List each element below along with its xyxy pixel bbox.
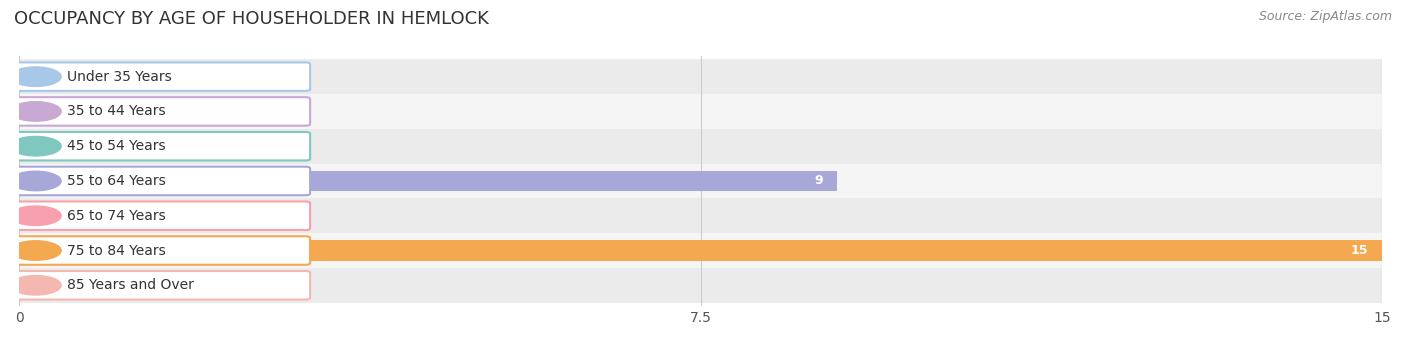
Bar	[20, 164, 1382, 198]
Text: 15: 15	[1351, 244, 1368, 257]
FancyBboxPatch shape	[10, 63, 311, 91]
FancyBboxPatch shape	[10, 236, 311, 265]
Circle shape	[10, 67, 62, 86]
Bar	[20, 171, 837, 191]
Circle shape	[10, 136, 62, 156]
Bar	[20, 240, 1382, 261]
Text: 35 to 44 Years: 35 to 44 Years	[66, 104, 166, 118]
Circle shape	[10, 206, 62, 225]
Bar	[20, 129, 1382, 164]
Circle shape	[10, 241, 62, 260]
Text: 0: 0	[46, 209, 55, 222]
Text: OCCUPANCY BY AGE OF HOUSEHOLDER IN HEMLOCK: OCCUPANCY BY AGE OF HOUSEHOLDER IN HEMLO…	[14, 10, 489, 28]
Text: 85 Years and Over: 85 Years and Over	[66, 278, 194, 292]
Text: 75 to 84 Years: 75 to 84 Years	[66, 243, 166, 257]
Bar	[20, 59, 1382, 94]
Text: 0: 0	[46, 279, 55, 292]
Text: 0: 0	[46, 70, 55, 83]
Text: 65 to 74 Years: 65 to 74 Years	[66, 209, 166, 223]
Text: Source: ZipAtlas.com: Source: ZipAtlas.com	[1258, 10, 1392, 23]
Text: 9: 9	[815, 174, 824, 187]
FancyBboxPatch shape	[10, 271, 311, 300]
Text: 0: 0	[46, 140, 55, 153]
Circle shape	[10, 171, 62, 191]
Text: 45 to 54 Years: 45 to 54 Years	[66, 139, 166, 153]
FancyBboxPatch shape	[10, 202, 311, 230]
FancyBboxPatch shape	[10, 167, 311, 195]
Bar	[20, 94, 1382, 129]
Bar	[20, 233, 1382, 268]
Circle shape	[10, 102, 62, 121]
Text: 0: 0	[46, 105, 55, 118]
FancyBboxPatch shape	[10, 97, 311, 126]
Text: Under 35 Years: Under 35 Years	[66, 70, 172, 84]
Circle shape	[10, 275, 62, 295]
Bar	[20, 198, 1382, 233]
Bar	[20, 268, 1382, 303]
FancyBboxPatch shape	[10, 132, 311, 160]
Text: 55 to 64 Years: 55 to 64 Years	[66, 174, 166, 188]
